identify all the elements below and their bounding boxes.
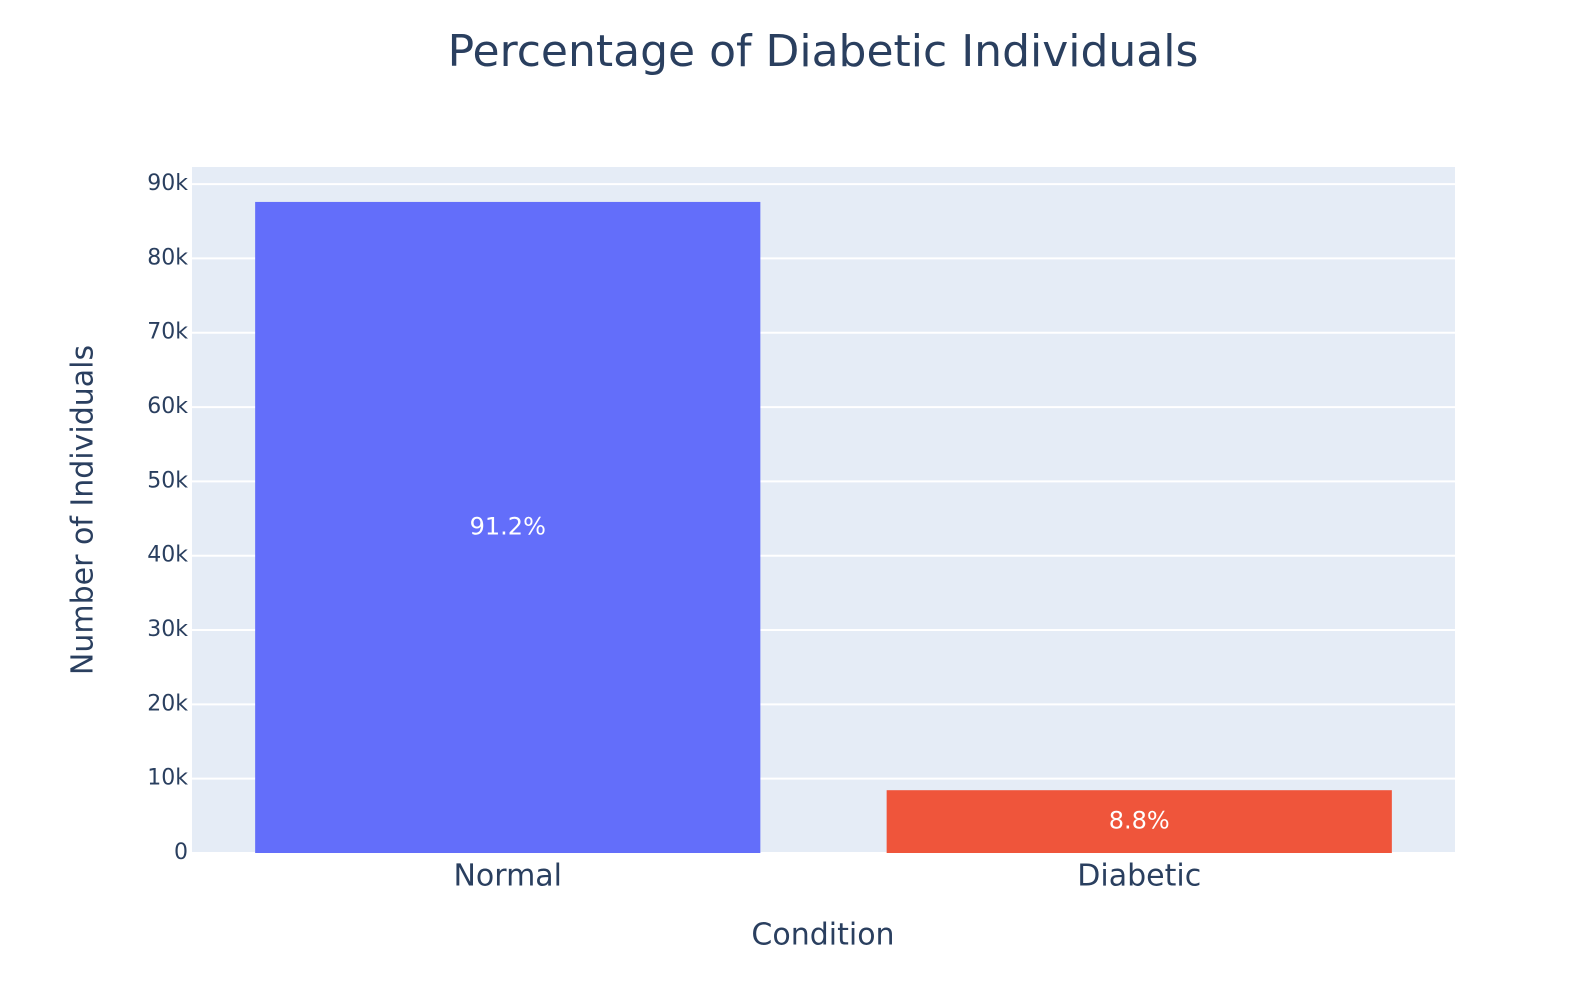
chart-title: Percentage of Diabetic Individuals	[448, 26, 1199, 77]
y-tick-label: 30k	[147, 617, 188, 642]
x-tick-label: Diabetic	[1077, 859, 1201, 894]
y-tick-label: 50k	[147, 468, 188, 493]
y-tick-label: 40k	[147, 543, 188, 568]
y-tick-label: 0	[174, 840, 188, 865]
y-tick-label: 70k	[147, 320, 188, 345]
bar	[255, 201, 761, 853]
y-tick-label: 90k	[147, 171, 188, 196]
x-axis-title: Condition	[751, 918, 894, 953]
y-tick-label: 20k	[147, 691, 188, 716]
value-label: 8.8%	[1109, 807, 1170, 835]
y-tick-label: 60k	[147, 394, 188, 419]
y-tick-label: 80k	[147, 245, 188, 270]
y-axis-title: Number of Individuals	[66, 345, 101, 675]
value-label: 91.2%	[470, 512, 546, 540]
x-tick-label: Normal	[453, 859, 562, 894]
bar	[886, 790, 1392, 853]
y-tick-label: 10k	[147, 766, 188, 791]
